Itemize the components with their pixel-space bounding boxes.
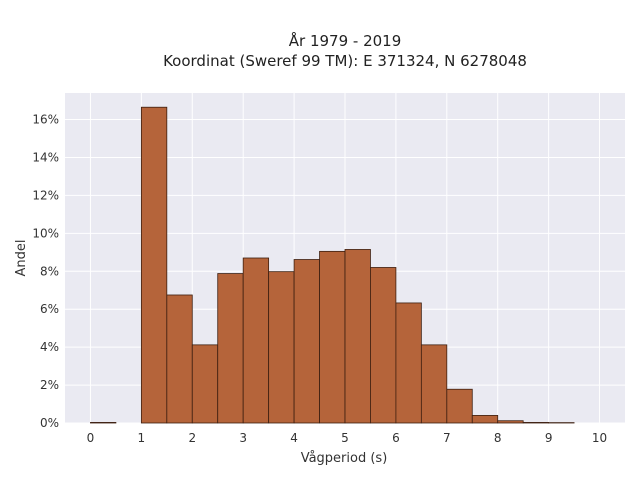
histogram-bar-3 [166, 294, 193, 424]
histogram-bar-5 [217, 273, 244, 424]
histogram-bar-6 [242, 257, 270, 424]
x-tick-label-5: 5 [341, 431, 349, 445]
y-tick-label-4: 8% [40, 264, 59, 278]
y-tick-label-8: 16% [32, 113, 59, 127]
chart-title: År 1979 - 2019 [289, 31, 402, 50]
chart-subtitle: Koordinat (Sweref 99 TM): E 371324, N 62… [163, 52, 527, 70]
x-tick-label-1: 1 [138, 431, 146, 445]
histogram-bar-0 [90, 422, 117, 424]
x-axis-ticks: 0 1 2 3 4 5 6 7 8 9 10 [87, 431, 608, 445]
histogram-bar-10 [344, 249, 371, 424]
y-tick-label-1: 2% [40, 378, 59, 392]
x-tick-label-10: 10 [592, 431, 607, 445]
histogram-bar-12 [395, 302, 422, 424]
x-tick-label-7: 7 [443, 431, 451, 445]
histogram-bar-15 [471, 415, 499, 424]
x-tick-label-8: 8 [494, 431, 502, 445]
x-tick-label-4: 4 [290, 431, 298, 445]
histogram-bar-8 [293, 259, 320, 424]
y-tick-label-5: 10% [32, 226, 59, 240]
histogram-bar-14 [446, 388, 473, 424]
histogram-bar-4 [191, 344, 219, 424]
x-axis-label: Vågperiod (s) [301, 451, 388, 466]
histogram-bar-2 [140, 106, 168, 424]
x-tick-label-2: 2 [188, 431, 196, 445]
y-tick-label-0: 0% [40, 416, 59, 430]
y-tick-label-6: 12% [32, 188, 59, 202]
histogram-bar-7 [268, 271, 295, 424]
y-tick-label-7: 14% [32, 150, 59, 164]
histogram-bar-16 [497, 420, 524, 424]
histogram-bar-11 [370, 267, 397, 424]
x-tick-label-3: 3 [239, 431, 247, 445]
x-tick-label-6: 6 [392, 431, 400, 445]
histogram-bar-13 [420, 344, 448, 424]
y-tick-label-2: 4% [40, 340, 59, 354]
y-axis-label: Andel [14, 240, 29, 277]
y-tick-label-3: 6% [40, 302, 59, 316]
histogram-bar-9 [319, 250, 346, 424]
x-tick-label-0: 0 [87, 431, 95, 445]
histogram-bar-17 [522, 422, 550, 424]
bars-group [90, 106, 575, 424]
y-axis-ticks: 0% 2% 4% 6% 8% 10% 12% 14% 16% [32, 113, 59, 430]
x-tick-label-9: 9 [545, 431, 553, 445]
